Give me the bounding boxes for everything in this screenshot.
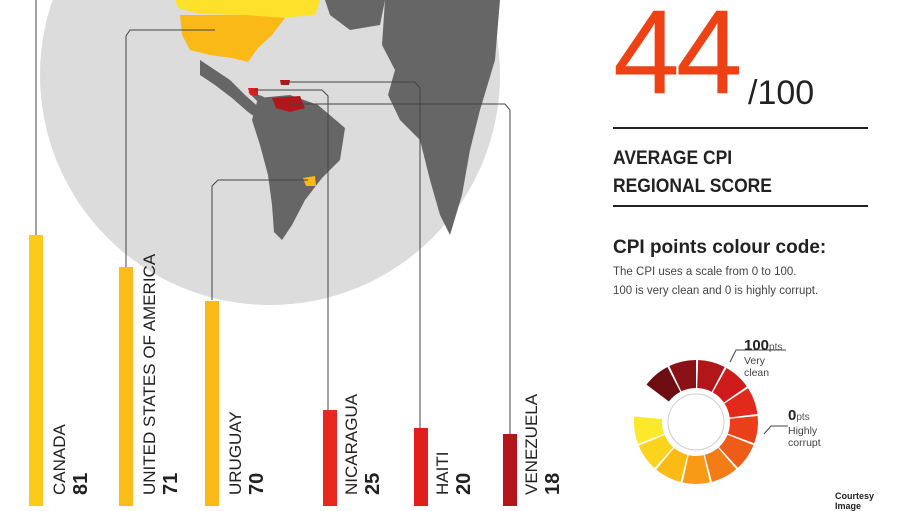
uruguay-shape [303, 176, 316, 186]
legend-bottom-label-1: Highly [788, 425, 818, 437]
average-score: 44 [613, 0, 742, 119]
colour-code-title: CPI points colour code: [613, 237, 827, 258]
country-name: CANADA [50, 424, 69, 495]
venezuela-shape [272, 96, 305, 112]
country-score: 81 [70, 472, 92, 495]
legend-leader-lines [729, 349, 788, 435]
country-score: 18 [542, 472, 564, 495]
usa-leader-line [125, 29, 215, 268]
score-max: /100 [748, 74, 815, 112]
bar-canada [29, 235, 43, 506]
label-venezuela: VENEZUELA 18 [522, 394, 565, 495]
ring-segment [704, 447, 737, 482]
average-title-line2: REGIONAL SCORE [613, 176, 772, 197]
country-name: HAITI [433, 451, 452, 495]
bar-venezuela [503, 434, 517, 506]
ring-segment [669, 360, 696, 392]
ring-segment [634, 416, 665, 444]
legend-top-unit: pts [769, 342, 783, 353]
nicaragua-leader-line [253, 89, 329, 410]
ring-segment [718, 434, 754, 468]
colour-code-ring [634, 360, 758, 484]
average-title-line1: AVERAGE CPI [613, 148, 733, 169]
colour-code-desc-1: The CPI uses a scale from 0 to 100. [613, 266, 797, 278]
greenland-landmass [325, 0, 385, 30]
legend-top: 100pts Very clean [744, 337, 782, 379]
bar-usa [119, 267, 133, 506]
bar-nicaragua [323, 410, 337, 506]
label-canada: CANADA 81 [50, 424, 93, 495]
country-score: 20 [453, 472, 475, 495]
country-name: NICARAGUA [342, 393, 361, 495]
legend-top-label-1: Very [744, 355, 766, 367]
country-name: UNITED STATES OF AMERICA [140, 253, 159, 495]
label-nicaragua: NICARAGUA 25 [342, 394, 385, 495]
bar-uruguay [205, 301, 219, 506]
uruguay-leader-line [211, 179, 308, 300]
legend-top-pts: 100 [744, 337, 770, 354]
haiti-leader-line [285, 81, 421, 428]
ring-inner-circle [667, 393, 725, 451]
country-score: 70 [246, 472, 268, 495]
canada-shape [175, 0, 320, 18]
ring-segment [727, 416, 758, 444]
legend-top-label-2: clean [744, 367, 770, 379]
divider-bottom [613, 205, 868, 207]
country-name: VENEZUELA [522, 393, 541, 495]
usa-shape [180, 15, 285, 62]
ring-segment [724, 388, 758, 418]
label-uruguay: URUGUAY 70 [226, 411, 269, 495]
ring-segment [712, 368, 747, 403]
legend-bottom: 0pts Highly corrupt [788, 407, 821, 449]
country-score: 71 [160, 472, 182, 495]
ring-segment [638, 435, 674, 469]
colour-code-desc-2: 100 is very clean and 0 is highly corrup… [613, 285, 819, 297]
divider-top [613, 127, 868, 129]
south-america-landmass [252, 95, 345, 240]
ring-segment [682, 455, 710, 484]
ring-segment [697, 360, 725, 392]
bar-haiti [414, 428, 428, 506]
legend-bottom-unit: pts [796, 412, 810, 423]
venezuela-leader-line [290, 103, 511, 434]
legend-bottom-label-2: corrupt [788, 437, 821, 449]
ring-segment [646, 367, 681, 402]
average-title: AVERAGE CPI REGIONAL SCORE [613, 145, 772, 201]
image-credit: Courtesy Image [835, 491, 875, 511]
ring-segment [656, 448, 688, 483]
legend-bottom-pts: 0 [788, 407, 797, 424]
label-usa: UNITED STATES OF AMERICA 71 [140, 254, 183, 495]
country-name: URUGUAY [226, 411, 245, 495]
country-score: 25 [362, 472, 384, 495]
europe-africa-landmass [382, 0, 500, 235]
label-haiti: HAITI 20 [433, 452, 476, 495]
